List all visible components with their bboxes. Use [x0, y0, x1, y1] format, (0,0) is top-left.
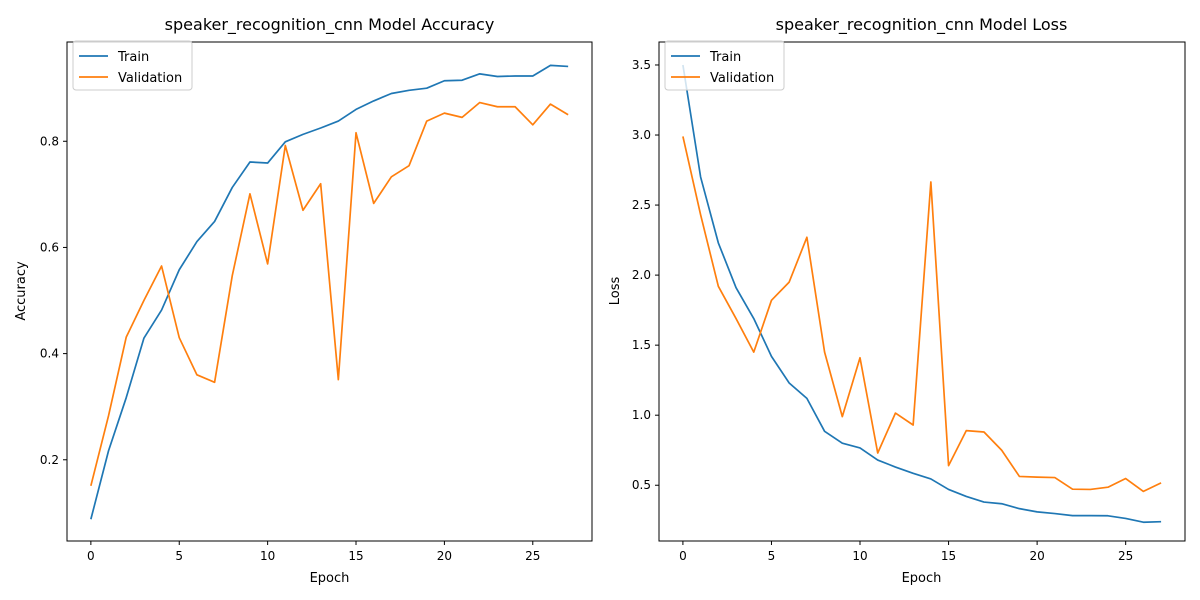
accuracy-y-tick-label: 0.2: [40, 453, 59, 467]
accuracy-legend: Train Validation: [72, 40, 193, 91]
accuracy-y-axis-label: Accuracy: [14, 261, 29, 321]
loss-validation-line: [682, 136, 1162, 493]
accuracy-validation-line: [90, 101, 569, 486]
accuracy-y-tick-label: 0.6: [40, 240, 59, 254]
accuracy-legend-validation-label: Validation: [118, 71, 182, 86]
loss-y-tick-label: 2.0: [632, 268, 651, 282]
loss-x-tick-label: 5: [768, 549, 776, 563]
loss-chart: speaker_recognition_cnn Model Loss Epoch…: [608, 15, 1186, 586]
loss-x-axis-label: Epoch: [902, 571, 942, 586]
accuracy-train-line: [90, 64, 569, 520]
accuracy-ticks: 0 5 10 15 20 25 0.2 0.4 0.6 0.8: [40, 134, 541, 563]
loss-x-tick-label: 0: [679, 549, 687, 563]
accuracy-x-tick-label: 10: [260, 549, 275, 563]
accuracy-x-tick-label: 20: [437, 549, 452, 563]
accuracy-y-tick-label: 0.8: [40, 134, 59, 148]
accuracy-legend-train-label: Train: [117, 50, 149, 65]
loss-x-tick-label: 15: [941, 549, 956, 563]
loss-x-tick-label: 25: [1118, 549, 1133, 563]
accuracy-x-axis-label: Epoch: [310, 571, 350, 586]
loss-plot-frame: [658, 41, 1186, 542]
loss-y-tick-label: 1.5: [632, 338, 651, 352]
accuracy-chart-title: speaker_recognition_cnn Model Accuracy: [165, 15, 495, 35]
accuracy-x-tick-label: 5: [175, 549, 183, 563]
loss-legend-train-label: Train: [709, 50, 741, 65]
accuracy-x-tick-label: 15: [348, 549, 363, 563]
accuracy-y-tick-label: 0.4: [40, 347, 59, 361]
loss-y-axis-label: Loss: [608, 277, 623, 306]
loss-ticks: 0 5 10 15 20 25 0.5 1.0 1.5 2.0 2.5 3.0 3.5: [632, 58, 1133, 563]
loss-y-tick-label: 0.5: [632, 478, 651, 492]
loss-legend-validation-label: Validation: [710, 71, 774, 86]
loss-y-tick-label: 3.0: [632, 128, 651, 142]
loss-x-tick-label: 10: [852, 549, 867, 563]
accuracy-plot-frame: [66, 41, 593, 542]
accuracy-x-tick-label: 25: [525, 549, 540, 563]
loss-x-tick-label: 20: [1029, 549, 1044, 563]
loss-y-tick-label: 1.0: [632, 408, 651, 422]
accuracy-x-tick-label: 0: [87, 549, 95, 563]
loss-chart-title: speaker_recognition_cnn Model Loss: [776, 15, 1068, 35]
accuracy-series-lines: [90, 64, 569, 520]
loss-train-line: [682, 64, 1162, 524]
loss-legend: Train Validation: [664, 40, 785, 91]
loss-y-tick-label: 2.5: [632, 198, 651, 212]
accuracy-chart: speaker_recognition_cnn Model Accuracy E…: [14, 15, 593, 586]
loss-y-tick-label: 3.5: [632, 58, 651, 72]
loss-series-lines: [682, 64, 1162, 524]
